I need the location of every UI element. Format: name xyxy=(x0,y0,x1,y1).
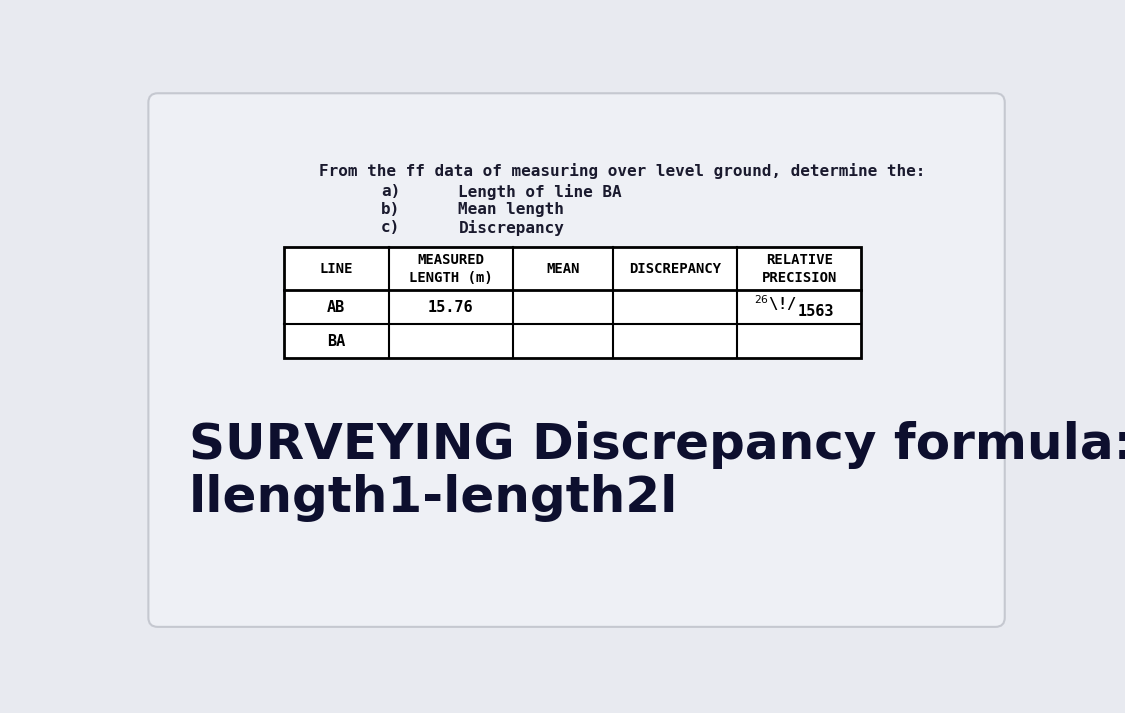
Text: SURVEYING Discrepancy formula:: SURVEYING Discrepancy formula: xyxy=(189,421,1125,468)
Text: b): b) xyxy=(381,202,400,217)
Text: 1563: 1563 xyxy=(798,304,835,319)
Text: Mean length: Mean length xyxy=(458,202,565,217)
Text: MEASURED
LENGTH (m): MEASURED LENGTH (m) xyxy=(408,252,493,285)
Text: llength1-length2l: llength1-length2l xyxy=(189,474,678,523)
FancyBboxPatch shape xyxy=(148,93,1005,627)
Text: BA: BA xyxy=(327,334,345,349)
Text: c): c) xyxy=(381,220,400,235)
Text: a): a) xyxy=(381,184,400,199)
Text: Length of line BA: Length of line BA xyxy=(458,184,622,200)
Text: From the ff data of measuring over level ground, determine the:: From the ff data of measuring over level… xyxy=(318,163,925,178)
Text: MEAN: MEAN xyxy=(547,262,579,276)
Text: AB: AB xyxy=(327,300,345,315)
Text: LINE: LINE xyxy=(319,262,353,276)
Text: DISCREPANCY: DISCREPANCY xyxy=(629,262,721,276)
Text: 15.76: 15.76 xyxy=(428,300,474,315)
Text: RELATIVE
PRECISION: RELATIVE PRECISION xyxy=(762,252,837,285)
Bar xyxy=(284,247,862,358)
Text: $^{26}$\!/: $^{26}$\!/ xyxy=(754,294,798,313)
Text: Discrepancy: Discrepancy xyxy=(458,220,565,235)
